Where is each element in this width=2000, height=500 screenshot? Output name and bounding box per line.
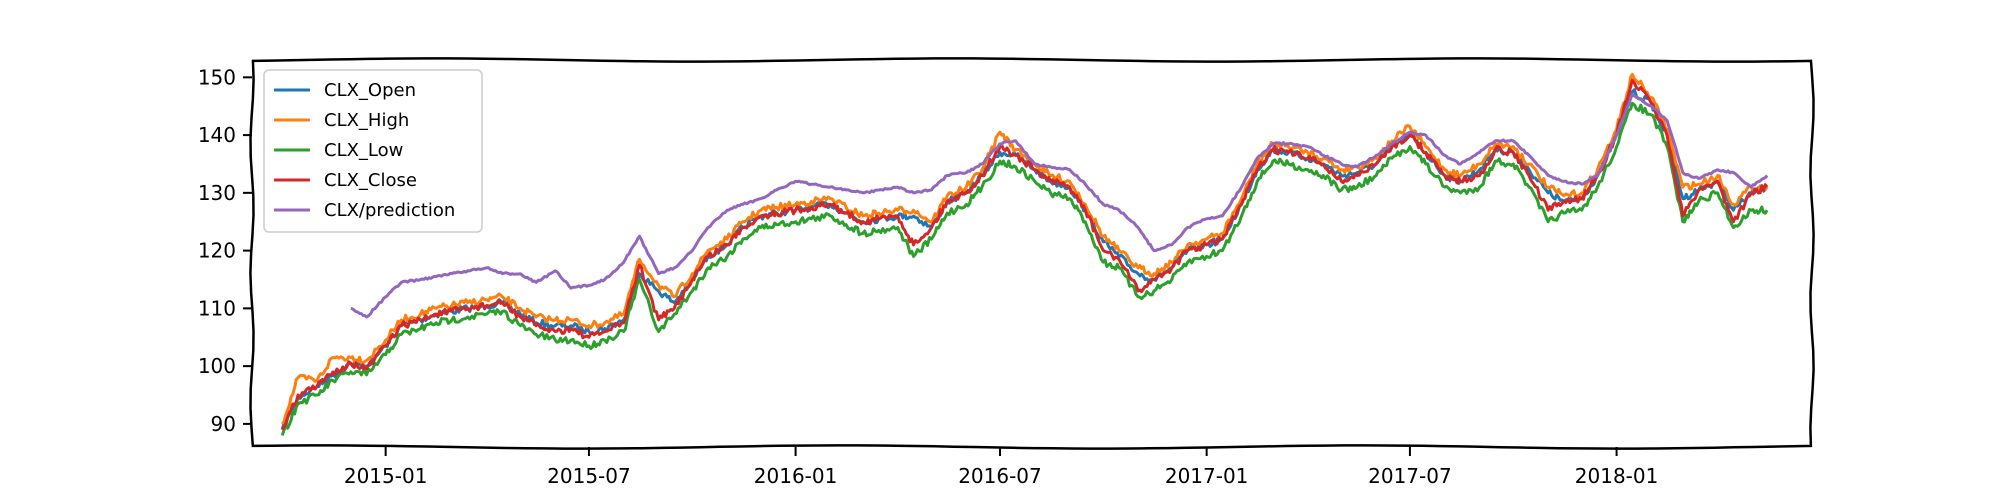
y-tick-label: 150 <box>198 65 236 89</box>
series-line-clx-high <box>281 72 1769 425</box>
x-tick-label: 2017-07 <box>1368 464 1452 488</box>
y-axis: 90 100 110 120 130 140 150 <box>198 65 252 436</box>
x-tick-label: 2016-01 <box>754 464 838 488</box>
legend: CLX_Open CLX_High CLX_Low CLX_Close CLX/pred… <box>263 69 483 233</box>
series-layer <box>280 72 1769 436</box>
x-axis: 2015-01 2015-07 2016-01 2016-07 2017-01 2017-… <box>344 447 1659 488</box>
x-tick-label: 2018-01 <box>1575 464 1659 488</box>
x-tick-label: 2016-07 <box>958 464 1042 488</box>
legend-label: CLX_Low <box>324 140 403 161</box>
x-tick-label: 2015-01 <box>344 464 428 488</box>
plot-frame <box>249 57 1815 450</box>
series-line-clx-prediction <box>350 93 1769 319</box>
x-tick-label: 2015-07 <box>547 464 631 488</box>
y-tick-label: 90 <box>211 412 236 436</box>
x-tick-label: 2017-01 <box>1165 464 1249 488</box>
legend-label: CLX_Open <box>324 80 416 101</box>
legend-box <box>263 69 483 233</box>
y-tick-label: 110 <box>198 296 236 320</box>
y-tick-label: 100 <box>198 354 236 378</box>
y-tick-label: 130 <box>198 181 236 205</box>
y-tick-label: 140 <box>198 123 236 147</box>
series-line-clx-low <box>280 101 1769 436</box>
series-line-clx-close <box>281 78 1769 431</box>
legend-label: CLX_Close <box>324 170 417 191</box>
legend-label: CLX/prediction <box>324 200 455 221</box>
series-line-clx-open <box>280 88 1769 431</box>
legend-label: CLX_High <box>324 110 409 131</box>
y-tick-label: 120 <box>198 239 236 263</box>
